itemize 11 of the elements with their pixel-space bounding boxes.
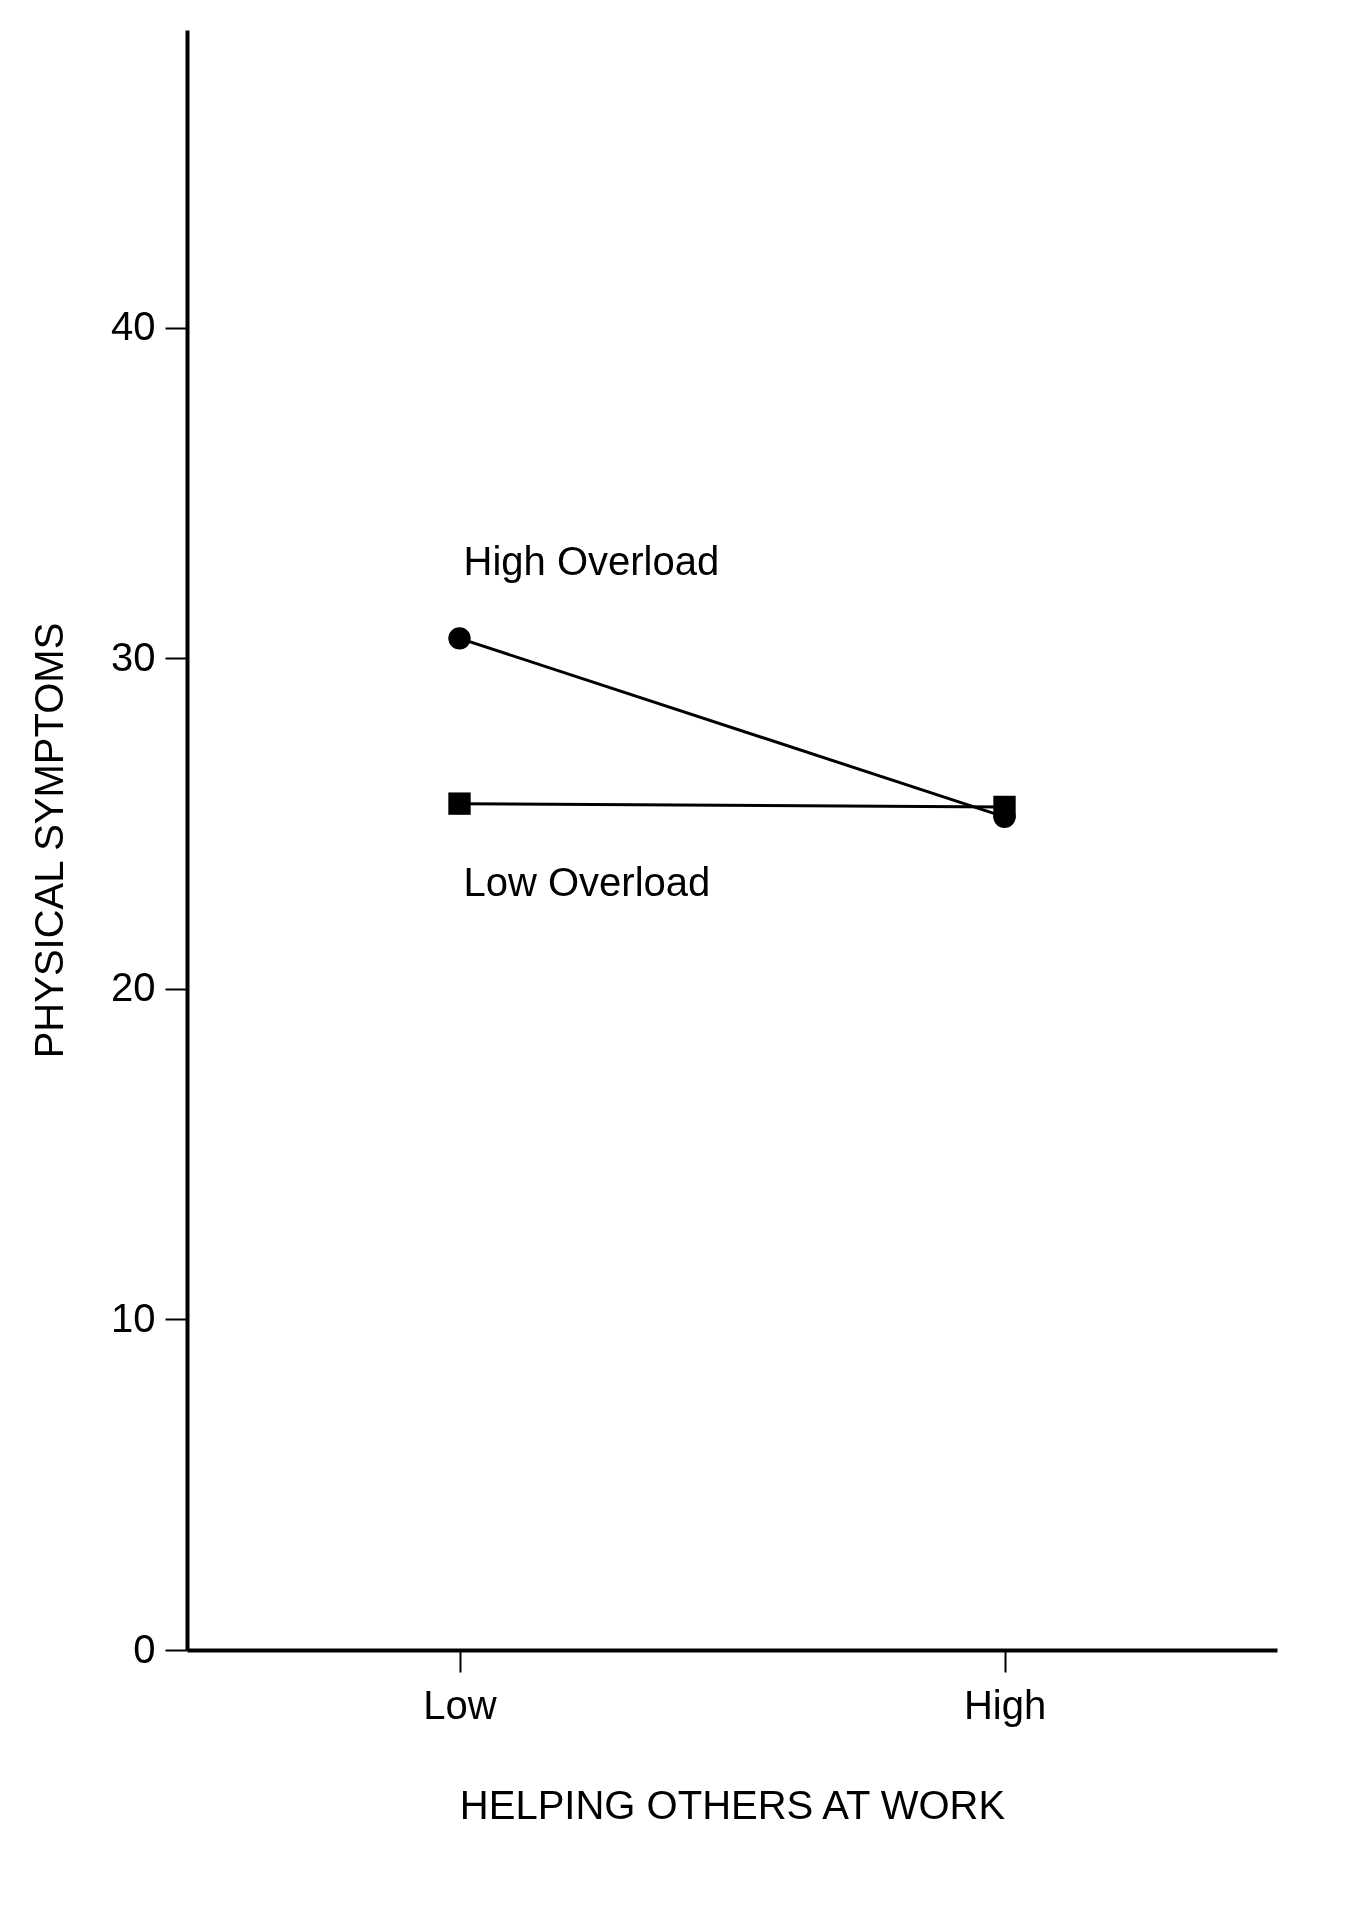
x-axis-title: HELPING OTHERS AT WORK <box>459 1782 1006 1827</box>
series-label: High Overload <box>463 539 720 584</box>
y-tick-label: 0 <box>133 1626 156 1671</box>
series-label: Low Overload <box>463 859 711 904</box>
y-tick-label: 10 <box>111 1295 156 1340</box>
y-tick-label: 40 <box>111 304 156 349</box>
y-tick-label: 20 <box>111 965 156 1010</box>
x-tick-label: Low <box>423 1682 497 1727</box>
x-tick-label: High <box>963 1682 1047 1727</box>
y-tick-label: 30 <box>111 634 156 679</box>
y-axis-title: PHYSICAL SYMPTOMS <box>27 622 72 1059</box>
